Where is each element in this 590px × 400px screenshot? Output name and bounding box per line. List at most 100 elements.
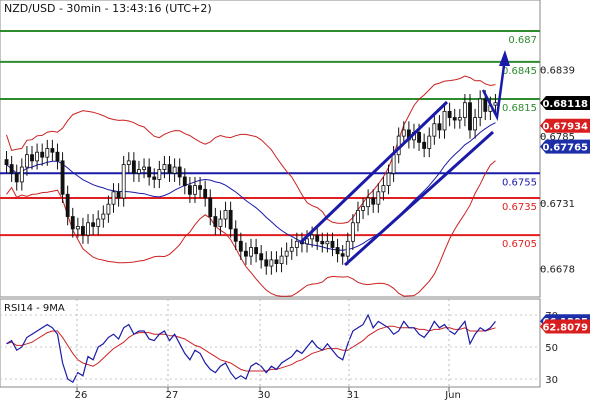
candle [70,216,75,230]
candle [157,169,162,180]
x-tick-label: 30 [258,390,271,400]
candle [442,110,447,131]
candle [228,209,233,230]
candle [19,166,24,183]
candle [75,226,80,230]
forecast-arrow-head [499,50,510,66]
candle [254,247,259,255]
level-label: 0.687 [508,35,537,46]
x-tick-label: 31 [347,390,360,400]
candle [356,209,360,224]
price-badge-price-bg [540,95,590,110]
price-badge-blue-bg [540,139,590,154]
candle [35,151,40,162]
candle [162,164,167,170]
candle [284,250,289,257]
level-label: 0.6755 [502,177,537,188]
candle [86,222,90,236]
candle [462,102,467,118]
candle [172,166,177,174]
candle [249,247,253,257]
candle [243,250,248,257]
price-badge-price-label: 0.68118 [542,99,588,110]
candle [315,234,320,242]
candle [310,234,315,240]
candle [121,164,126,199]
x-tick-label: Jun [444,390,461,400]
price-axis-label: 0.6731 [540,199,575,210]
candle [493,102,498,106]
candle [14,172,19,183]
chart-title: NZD/USD - 30min - 13:43:16 (UTC+2) [4,2,212,15]
candle [468,102,472,131]
candle [218,218,223,227]
candle [417,132,421,143]
candle [432,123,437,137]
candle [264,259,269,267]
candle [55,151,60,162]
candle [371,197,376,205]
forecast-arrow-path [481,57,507,122]
price-axis-label: 0.6839 [540,65,575,76]
candle [233,228,238,242]
price-axis-label: 0.6785 [540,132,575,143]
candle [137,169,141,174]
candle [213,216,218,227]
candle [340,253,345,257]
candle [335,247,340,255]
moving-average [6,122,496,251]
candle [208,197,213,217]
candle [101,213,106,220]
candle [81,226,85,236]
candle [391,154,396,174]
candle [457,117,462,121]
candle [30,154,34,162]
candle [294,240,299,248]
candle [401,129,406,137]
candle [187,185,192,195]
candle [106,203,111,215]
level-label: 0.6815 [502,103,537,114]
candle [116,191,121,199]
candle [182,176,187,187]
candle [325,240,330,245]
candle [9,164,14,174]
candle [320,240,325,245]
x-tick-label: 27 [166,390,179,400]
candle [96,218,101,227]
candle [24,154,29,168]
price-axis-label: 0.6678 [540,265,575,276]
candle [167,164,172,174]
candle [50,148,55,153]
candle [447,110,452,118]
candle [279,255,284,264]
candle [198,185,202,190]
rsi-badge-red-label: 62.8079 [542,323,588,334]
level-label: 0.6735 [502,202,537,213]
candle [238,240,243,252]
rsi-panel [0,298,541,388]
rsi-badge-red-bg [540,319,590,334]
candle [289,247,294,252]
candle [193,185,197,195]
channel-lower-line [343,130,495,267]
candle [437,123,442,131]
level-label: 0.6705 [502,239,537,250]
candle [473,117,478,131]
rsi-title: RSI14 - 9MA [4,303,65,314]
trend-channel [298,50,510,267]
candle [452,117,457,121]
candle [269,259,274,267]
candle [350,222,355,242]
candle [381,185,386,193]
candle [345,240,350,257]
candle [91,222,96,227]
x-tick-label: 26 [75,390,88,400]
candle [305,238,309,245]
candle [223,209,228,220]
candle [330,240,335,248]
price-badge-red-bg [540,118,590,133]
candle [366,197,371,208]
rsi-line [6,313,496,384]
